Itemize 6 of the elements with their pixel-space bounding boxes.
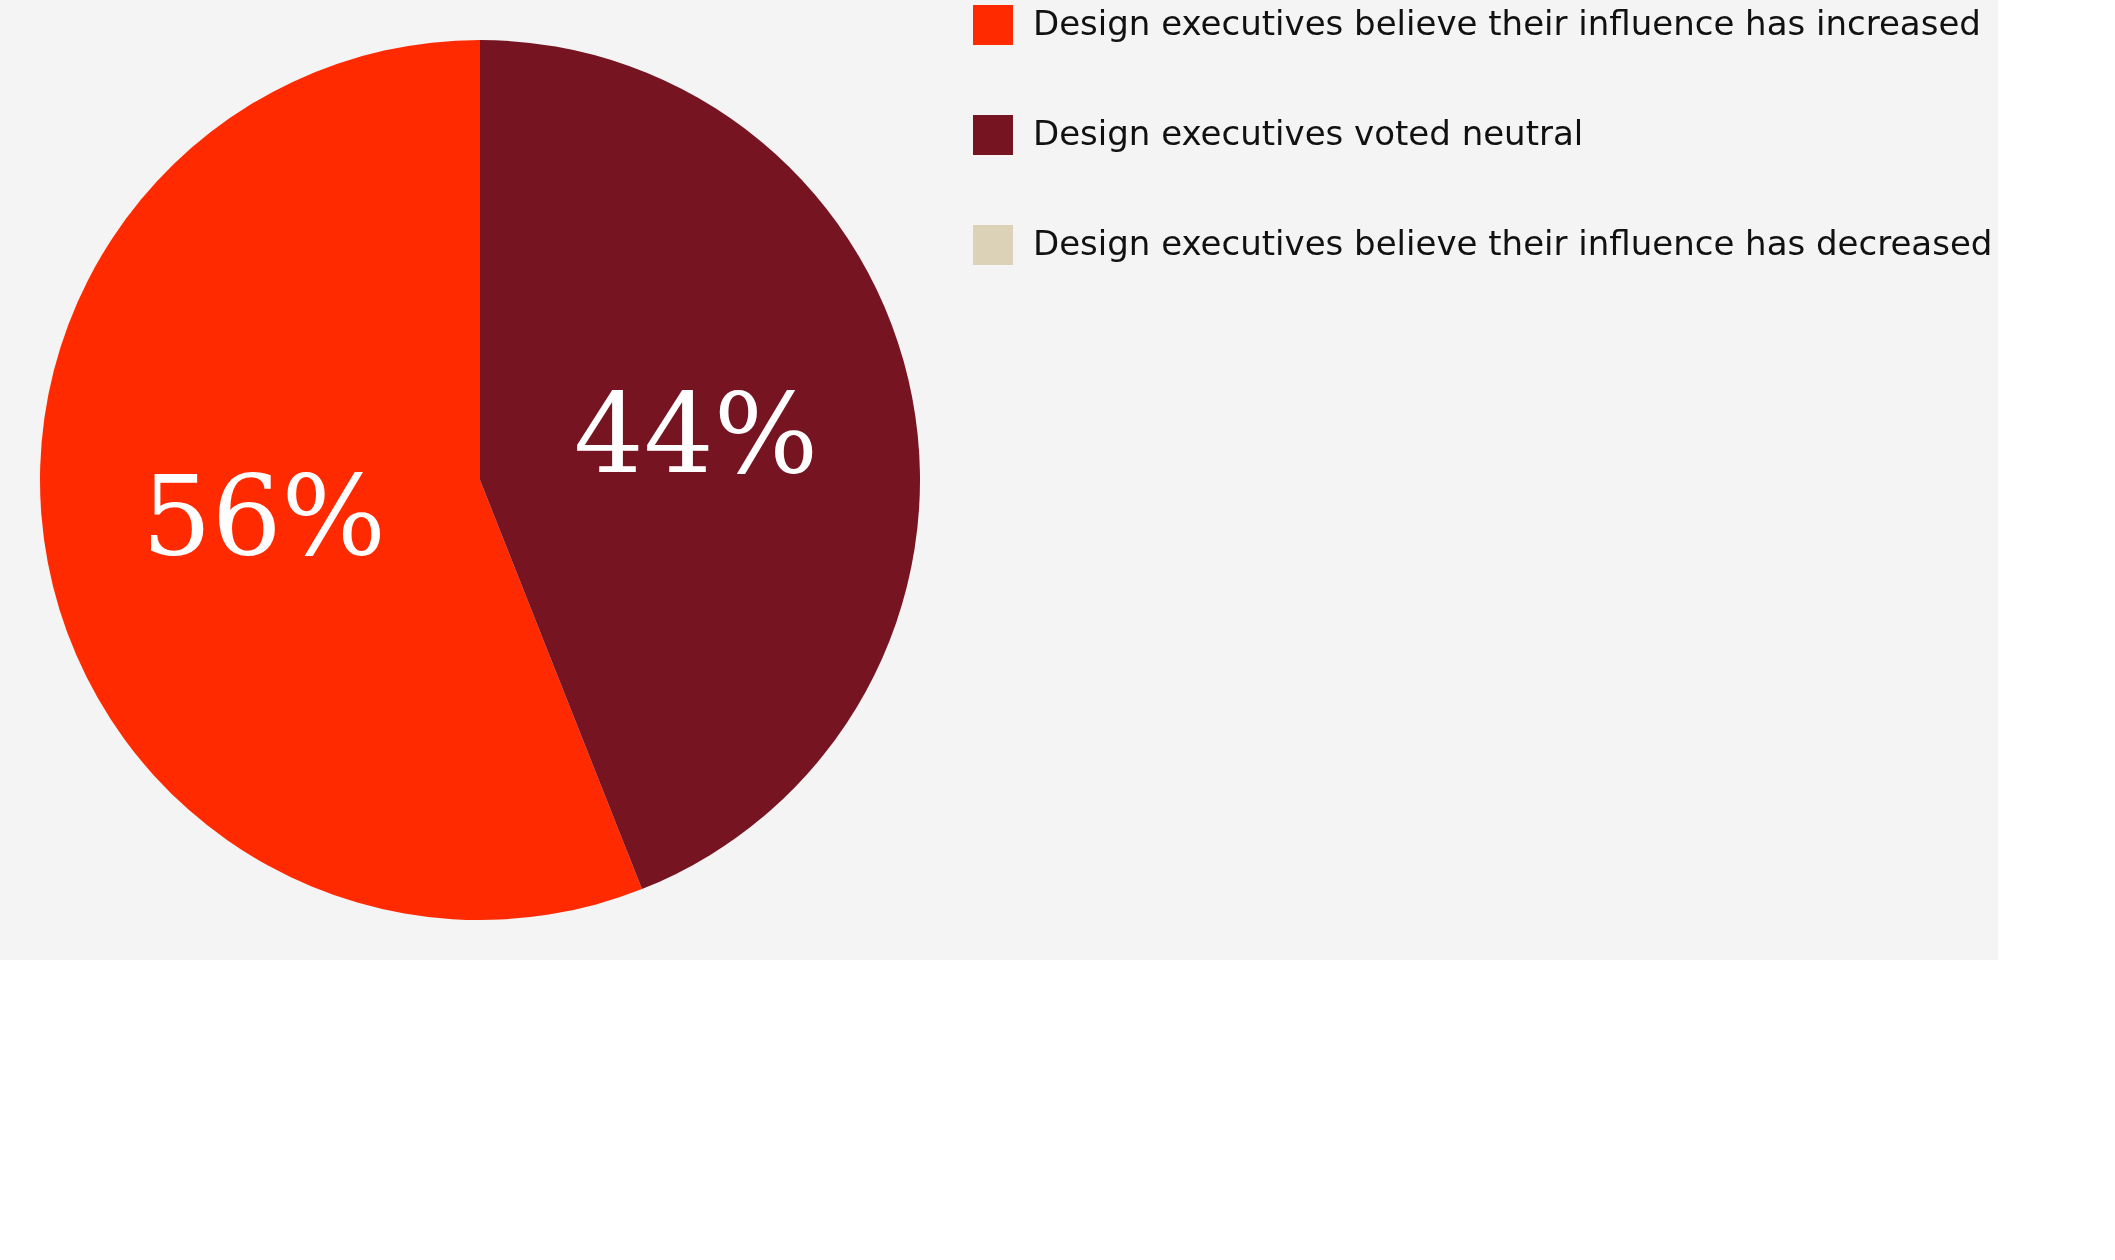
legend-label: Design executives believe their influence has decreased (1033, 223, 1993, 263)
data-label: 56% (141, 452, 387, 581)
legend-label: Design executives believe their influence has increased (1033, 3, 1981, 43)
pie-slice (480, 40, 920, 890)
legend-label: Design executives voted neutral (1033, 113, 1584, 153)
data-label: 44% (573, 369, 819, 498)
